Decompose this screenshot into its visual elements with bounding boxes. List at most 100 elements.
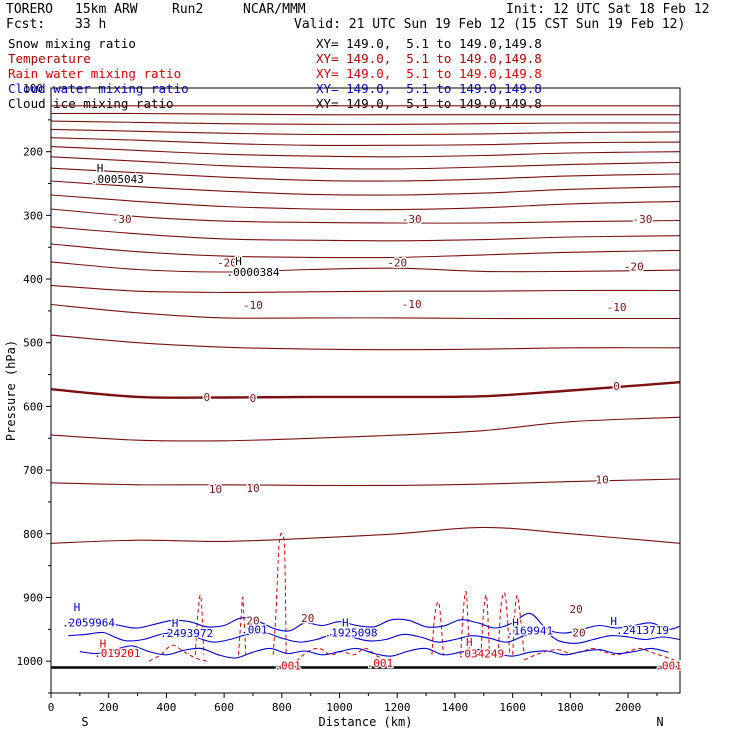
isotherm-5 <box>51 146 680 158</box>
isotherm-label-2: -30 <box>633 213 653 226</box>
isotherm-label-9: 0 <box>203 391 210 404</box>
annotation-7: .019201 <box>94 647 140 660</box>
init-time: Init: 12 UTC Sat 18 Feb 12 <box>506 2 710 17</box>
model-name: TORERO <box>6 2 53 17</box>
y-tick-label-0: 200 <box>23 146 43 159</box>
isotherm-8 <box>51 180 680 196</box>
plot-frame <box>50 87 681 694</box>
forecast-label: Fcst: <box>6 17 46 32</box>
isotherm-14 <box>51 284 680 293</box>
x-tick-label-0: 0 <box>48 701 55 714</box>
rain-contour-8 <box>148 644 207 662</box>
isotherm-label-0: -30 <box>112 213 132 226</box>
cloud-water-layer <box>68 612 680 659</box>
isotherm-7 <box>51 167 680 182</box>
isotherm-label-11: 0 <box>613 380 620 393</box>
isotherm-10 <box>51 208 680 224</box>
cloud-water-contour-1 <box>68 629 680 644</box>
legend-snow: Snow mixing ratio <box>8 36 136 51</box>
y-axis-title: Pressure (hPa) <box>4 340 18 441</box>
x-tick-label-7: 1400 <box>442 701 469 714</box>
annotation-8: H <box>172 617 179 630</box>
axis-layer: 0 200 400 600 800 1000 1200 1400 1600 1800 2000200… <box>4 82 664 729</box>
contour-label-layer: -30 -30 -30 -20 -20 -20 -10 -10 -10 0 0 0 10 10 10 20 20… <box>61 161 683 674</box>
annotation-4: H <box>74 601 81 614</box>
isotherm-label-17: 20 <box>570 603 583 616</box>
x-tick-label-5: 1000 <box>326 701 353 714</box>
isotherm-label-6: -10 <box>243 299 263 312</box>
annotation-9: .2493972 <box>160 627 213 640</box>
isotherm-label-5: -20 <box>624 260 644 273</box>
isotherm-9 <box>51 194 680 211</box>
isotherm-label-7: -10 <box>402 298 422 311</box>
isotherm-15 <box>51 303 680 320</box>
legend-snow-xy: XY= 149.0, 5.1 to 149.0,149.8 <box>316 36 542 51</box>
annotation-17: H <box>512 616 519 629</box>
x-tick-label-8: 1600 <box>499 701 526 714</box>
annotation-6: H <box>100 637 107 650</box>
annotation-13: H <box>342 616 349 629</box>
forecast-hour: 33 h <box>75 17 107 32</box>
annotation-21: .001 <box>655 660 682 673</box>
isotherm-4 <box>51 137 680 147</box>
endpoint-south: S <box>81 715 88 729</box>
annotation-14: .1925098 <box>325 627 378 640</box>
isotherm-label-12: 10 <box>209 483 222 496</box>
rain-contour-1 <box>194 594 205 655</box>
plot-border <box>50 87 681 694</box>
y-tick-label-8: 1000 <box>17 655 44 668</box>
isotherm-layer <box>51 105 680 544</box>
annotation-5: .2059964 <box>62 616 115 629</box>
isotherm-16 <box>51 334 680 351</box>
rain-contour-6 <box>497 592 511 655</box>
annotation-1: .0005043 <box>91 173 144 186</box>
x-tick-label-9: 1800 <box>557 701 584 714</box>
isotherm-label-1: -30 <box>402 213 422 226</box>
isotherm-6 <box>51 156 680 170</box>
rain-contour-0 <box>272 533 287 655</box>
isotherm-label-8: -10 <box>607 301 627 314</box>
isotherm-label-10: 0 <box>250 392 257 405</box>
cloud-water-contour-2 <box>79 645 669 659</box>
x-tick-label-6: 1200 <box>384 701 411 714</box>
isotherm-20 <box>51 526 680 544</box>
annotation-11: .001 <box>367 657 394 670</box>
isotherm-label-14: 10 <box>595 474 608 487</box>
y-tick-label-5: 700 <box>23 464 43 477</box>
legend-temperature-xy: XY= 149.0, 5.1 to 149.0,149.8 <box>316 51 542 66</box>
rain-contour-5 <box>480 594 491 655</box>
y-tick-label-7: 900 <box>23 591 43 604</box>
cloud-water-contour-0 <box>68 612 680 634</box>
legend-temperature: Temperature <box>8 51 91 66</box>
isotherm-1 <box>51 112 680 116</box>
y-tick-label-1: 300 <box>23 209 43 222</box>
legend-cloud-ice-xy: XY= 149.0, 5.1 to 149.0,149.8 <box>316 96 542 111</box>
rain-contour-7 <box>512 595 525 655</box>
y-tick-label-top: 100 <box>23 82 43 95</box>
rain-contour-3 <box>431 601 444 655</box>
isotherm-13 <box>51 261 680 273</box>
x-tick-label-1: 200 <box>99 701 119 714</box>
x-tick-label-4: 800 <box>272 701 292 714</box>
annotation-15: H <box>466 636 473 649</box>
isotherm-17 <box>51 381 680 399</box>
isotherm-12 <box>51 243 680 259</box>
annotation-16: .034249 <box>458 648 504 661</box>
rain-contour-2 <box>238 596 247 655</box>
isotherm-11 <box>51 226 680 242</box>
isotherm-18 <box>51 416 680 442</box>
y-tick-label-4: 600 <box>23 400 43 413</box>
rain-contour-4 <box>460 590 470 655</box>
rain-layer <box>148 533 675 662</box>
y-tick-label-6: 800 <box>23 528 43 541</box>
isotherm-label-13: 10 <box>246 482 259 495</box>
annotation-12: .001 <box>274 660 301 673</box>
run-label: Run2 <box>172 2 204 17</box>
x-axis-title: Distance (km) <box>319 715 413 729</box>
y-tick-label-3: 500 <box>23 337 43 350</box>
org-label: NCAR/MMM <box>243 2 306 17</box>
x-tick-label-2: 400 <box>156 701 176 714</box>
isotherm-label-18: 20 <box>572 627 585 640</box>
x-tick-label-10: 2000 <box>615 701 642 714</box>
